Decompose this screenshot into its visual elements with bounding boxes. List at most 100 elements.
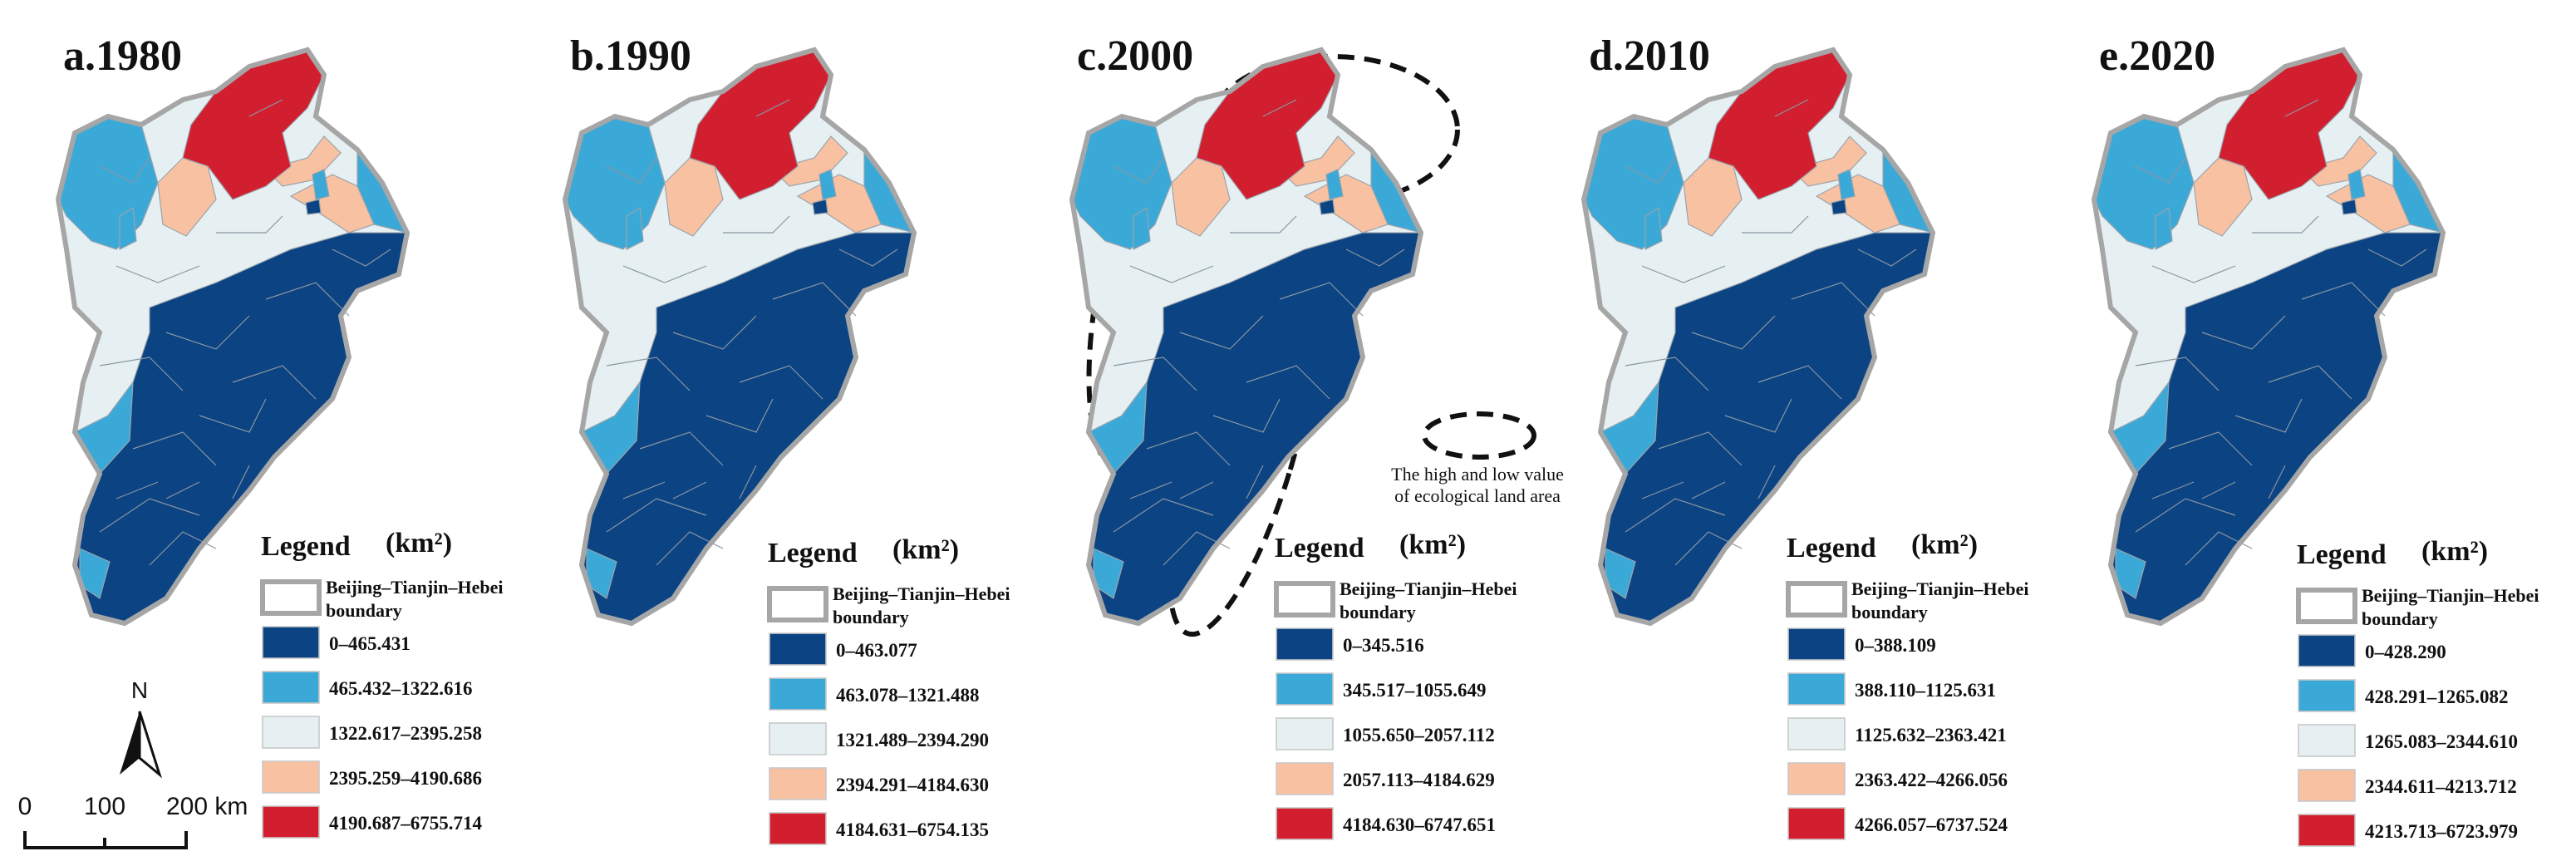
class-label: 1125.632–2363.421 [1855, 725, 2007, 745]
class-swatch [262, 805, 320, 839]
class-label: 2344.611–4213.712 [2365, 776, 2517, 797]
county-line [265, 282, 350, 317]
county-line [232, 365, 317, 400]
class-swatch [2298, 814, 2356, 847]
north-arrow-right [138, 711, 162, 779]
class-label: 345.517–1055.649 [1343, 680, 1487, 701]
county-line [2367, 248, 2427, 267]
class-swatch [769, 767, 827, 800]
county-line [2252, 215, 2319, 234]
boundary-label: Beijing–Tianjin–Hebei [1340, 578, 1517, 599]
county-line [2234, 398, 2303, 433]
highlight-ellipse [1206, 54, 1460, 205]
class-label: 0–428.290 [2365, 642, 2446, 662]
class-swatch [262, 716, 320, 749]
class-label: 4213.713–6723.979 [2365, 821, 2518, 842]
county-line [1724, 398, 1792, 433]
county-region [1278, 135, 1355, 187]
boundary-label: boundary [1851, 602, 1928, 622]
class-label: 4184.631–6754.135 [836, 819, 989, 840]
legend: Legend (km²)Beijing–Tianjin–Hebeiboundary… [1274, 529, 1517, 840]
county-line [99, 157, 150, 184]
north-arrow: N [120, 677, 162, 779]
legend: Legend (km²)Beijing–Tianjin–Hebeiboundary… [767, 534, 1010, 845]
boundary-swatch [1786, 581, 1847, 618]
county-line [1757, 365, 1842, 400]
county-region [1837, 169, 1856, 200]
boundary-label: Beijing–Tianjin–Hebei [2362, 585, 2539, 606]
county-line [199, 398, 267, 433]
legend-title: Legend [2297, 539, 2387, 570]
north-label: N [131, 677, 148, 703]
county-line [1742, 215, 1809, 234]
map-panel: b.1990 Legend (km²) Beijing–Tianjin–Hebei bo… [562, 32, 1010, 845]
class-swatch [769, 632, 827, 666]
county-line [1129, 481, 1172, 499]
county-line [705, 398, 774, 433]
county-line [1129, 265, 1214, 283]
class-label: 428.291–1265.082 [2365, 686, 2509, 707]
county-region [2325, 174, 2411, 234]
panel-title: d.2010 [1589, 32, 1710, 80]
map [2091, 47, 2446, 627]
county-line [1179, 481, 1214, 499]
class-swatch [769, 722, 827, 755]
class-swatch [2298, 634, 2356, 667]
county-line [1625, 357, 1709, 391]
county-line [1757, 465, 1776, 499]
class-swatch [1276, 672, 1334, 706]
county-region [119, 206, 137, 250]
panel-title: b.1990 [570, 32, 691, 80]
county-region [1790, 135, 1867, 187]
county-line [739, 465, 757, 499]
legend: Legend (km²)Beijing–Tianjin–Hebeiboundary… [2296, 536, 2539, 847]
county-line [622, 481, 666, 499]
legend-ellipse [1422, 411, 1536, 460]
county-region [1644, 206, 1663, 250]
county-line [739, 365, 823, 400]
panel-title: c.2000 [1077, 32, 1193, 80]
class-swatch [1787, 627, 1846, 661]
county-line [216, 215, 283, 234]
county-line [1641, 265, 1726, 283]
county-line [723, 215, 790, 234]
scale-label: 0 [18, 793, 32, 820]
class-label: 4190.687–6755.714 [329, 813, 483, 834]
class-swatch [262, 626, 320, 659]
county-region [2341, 199, 2357, 215]
county-region [1815, 174, 1900, 234]
boundary-label: boundary [326, 600, 402, 621]
class-label: 2057.113–4184.629 [1343, 770, 1495, 790]
county-line [1774, 99, 1809, 117]
class-swatch [1787, 717, 1846, 750]
class-swatch [1276, 807, 1334, 840]
county-line [1246, 365, 1330, 400]
county-line [1179, 315, 1264, 350]
county-region [289, 174, 375, 234]
county-region [305, 199, 322, 215]
class-swatch [262, 671, 320, 704]
county-line [1691, 481, 1726, 499]
boundary [562, 47, 917, 627]
county-line [232, 465, 250, 499]
county-line [772, 282, 857, 317]
class-label: 1321.489–2394.290 [836, 730, 989, 750]
boundary [1069, 47, 1424, 627]
boundary-label: Beijing–Tianjin–Hebei [326, 577, 504, 598]
class-swatch [2298, 724, 2356, 757]
county-line [116, 481, 159, 499]
county-region [626, 206, 644, 250]
class-label: 0–465.431 [329, 633, 410, 654]
map [1069, 47, 1424, 627]
legend-title: Legend [1275, 533, 1364, 563]
county-region [1133, 206, 1151, 250]
legend-unit: (km²) [2421, 536, 2488, 567]
class-label: 4266.057–6737.524 [1855, 814, 2008, 835]
county-region [1303, 174, 1389, 234]
county-line [606, 498, 707, 533]
county-line [2268, 365, 2352, 400]
county-line [1791, 282, 1875, 317]
county-line [1246, 465, 1264, 499]
county-line [2284, 99, 2319, 117]
class-label: 2394.291–4184.630 [836, 775, 989, 795]
